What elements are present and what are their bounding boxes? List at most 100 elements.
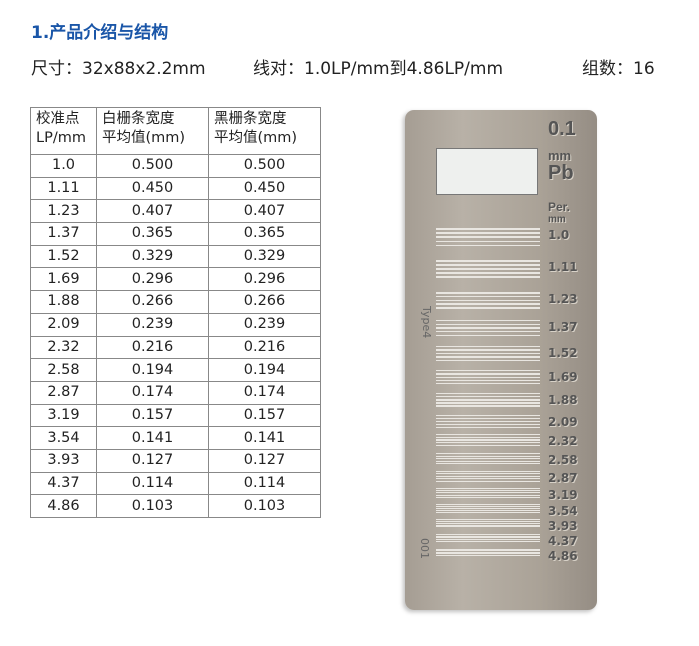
table-cell: 0.141: [208, 426, 321, 450]
grating-bar: [436, 323, 540, 326]
grating-bar: [436, 383, 540, 385]
grating-bar: [436, 534, 540, 535]
table-cell: 3.19: [30, 403, 97, 428]
grating-bar: [436, 439, 540, 441]
plate-serial: 001: [418, 538, 431, 559]
grating-bar: [436, 490, 540, 492]
bar-group: [436, 292, 540, 311]
table-cell: 1.11: [30, 176, 97, 201]
grating-bar: [436, 478, 540, 480]
grating-bar: [436, 232, 540, 234]
table-cell: 0.365: [208, 222, 321, 246]
grating-bar: [436, 307, 540, 309]
grating-bar: [436, 292, 540, 294]
table-cell: 0.157: [96, 403, 209, 428]
table-cell: 4.37: [30, 471, 97, 496]
grating-bar: [436, 352, 540, 355]
plate-group-label: 2.87: [548, 471, 578, 485]
table-row: 1.88 0.266 0.266: [30, 290, 321, 314]
table-cell: 1.69: [30, 267, 97, 292]
grating-bar: [436, 236, 540, 238]
table-cell: 0.103: [96, 494, 209, 518]
bar-group: [436, 434, 540, 448]
bar-group: [436, 415, 540, 430]
plate-group-label: 1.69: [548, 370, 578, 384]
plate-group-label: 3.19: [548, 488, 578, 502]
plate-per-unit: mm: [548, 214, 566, 225]
grating-bar: [436, 417, 540, 420]
table-cell: 0.127: [208, 448, 321, 473]
calibration-table: 校准点 LP/mm 白栅条宽度 平均值(mm) 黑栅条宽度 平均值(mm) 1.0 0.50…: [30, 107, 321, 518]
grating-bar: [436, 520, 540, 522]
plate-group-label: 1.23: [548, 292, 578, 306]
bar-group: [436, 346, 540, 363]
table-cell: 2.58: [30, 358, 97, 382]
header-line: 白栅条宽度: [102, 111, 175, 127]
grating-bar: [436, 299, 540, 302]
grating-bar: [436, 458, 540, 460]
grating-bar: [436, 264, 540, 266]
plate-group-label: 2.58: [548, 453, 578, 467]
bar-group: [436, 260, 540, 280]
plate-per: Per.: [548, 200, 571, 214]
table-cell: 0.103: [208, 494, 321, 518]
table-cell: 0.329: [96, 244, 209, 269]
grating-bar: [436, 370, 540, 372]
grating-bar: [436, 522, 540, 524]
grating-bar: [436, 535, 540, 537]
grating-bar: [436, 240, 540, 243]
table-row: 2.32 0.216 0.216: [30, 335, 321, 360]
table-cell: 0.450: [96, 176, 209, 201]
grating-bar: [436, 276, 540, 278]
table-cell: 0.266: [96, 290, 209, 314]
table-row: 2.58 0.194 0.194: [30, 358, 321, 382]
line-pair-test-plate: 0.1 mm Pb Per. mm Type4 001 1.0 1.11 1.23 1…: [405, 110, 597, 610]
table-cell: 2.09: [30, 312, 97, 337]
grating-bar: [436, 550, 540, 552]
grating-bar: [436, 303, 540, 305]
grating-bar: [436, 420, 540, 423]
grating-bar: [436, 492, 540, 494]
grating-bar: [436, 346, 540, 348]
grating-bar: [436, 393, 540, 395]
table-row: 3.93 0.127 0.127: [30, 448, 321, 473]
grating-bar: [436, 349, 540, 351]
bar-group: [436, 534, 540, 542]
plate-group-label: 3.93: [548, 519, 578, 533]
grating-bar: [436, 396, 540, 398]
header-line: 平均值(mm): [214, 130, 298, 146]
spec-size: 尺寸：32x88x2.2mm: [31, 59, 206, 79]
table-cell: 0.239: [96, 312, 209, 337]
plate-material: Pb: [548, 162, 574, 184]
grating-bar: [436, 228, 540, 230]
grating-bar: [436, 504, 540, 505]
table-cell: 3.93: [30, 448, 97, 473]
grating-bar: [436, 334, 540, 336]
table-cell: 0.114: [96, 471, 209, 496]
grating-bar: [436, 524, 540, 526]
grating-bar: [436, 512, 540, 514]
table-cell: 0.407: [208, 199, 321, 224]
grating-bar: [436, 480, 540, 482]
header-line: 黑栅条宽度: [214, 111, 287, 127]
plate-thickness: 0.1: [548, 118, 576, 140]
grating-bar: [436, 526, 540, 528]
table-cell: 0.450: [208, 176, 321, 201]
plate-group-label: 2.32: [548, 434, 578, 448]
grating-bar: [436, 488, 540, 490]
grating-bar: [436, 540, 540, 542]
table-row: 2.87 0.174 0.174: [30, 380, 321, 405]
plate-group-label: 4.37: [548, 534, 578, 548]
grating-bar: [436, 272, 540, 274]
table-cell: 0.141: [96, 426, 209, 450]
table-row: 1.52 0.329 0.329: [30, 244, 321, 269]
grating-bar: [436, 268, 540, 270]
table-cell: 0.174: [208, 380, 321, 405]
grating-bar: [436, 423, 540, 426]
plate-group-label: 4.86: [548, 549, 578, 563]
plate-group-label: 1.0: [548, 228, 570, 242]
spec-line-pairs: 线对：1.0LP/mm到4.86LP/mm: [253, 59, 504, 79]
table-cell: 0.500: [96, 154, 209, 178]
bar-group: [436, 549, 540, 556]
grating-bar: [436, 519, 540, 520]
